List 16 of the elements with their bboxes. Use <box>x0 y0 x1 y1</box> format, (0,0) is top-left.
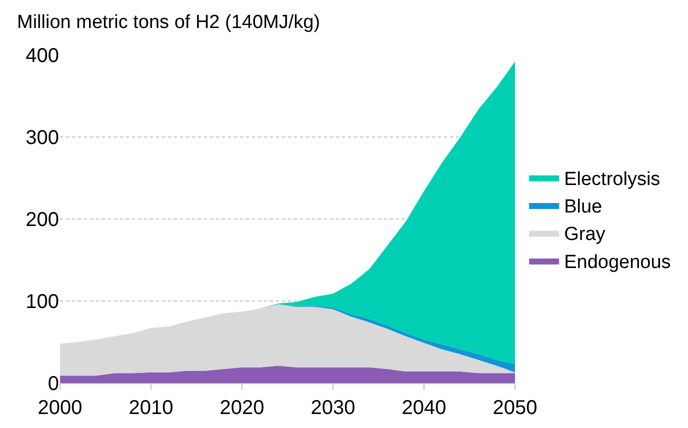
y-tick-label: 300 <box>26 127 59 149</box>
x-tick-label: 2050 <box>492 397 538 419</box>
y-tick-label: 200 <box>26 209 59 231</box>
y-tick-label: 400 <box>26 45 59 67</box>
y-tick-label: 100 <box>26 291 59 313</box>
legend-label: Blue <box>564 196 602 218</box>
x-tick-label: 2000 <box>38 397 82 419</box>
x-tick-label: 2040 <box>402 397 446 419</box>
y-axis-title: Million metric tons of H2 (140MJ/kg) <box>17 12 320 33</box>
legend-label: Endogenous <box>564 252 671 273</box>
y-tick-label: 0 <box>48 373 59 395</box>
x-tick-label: 2030 <box>310 397 356 419</box>
x-tick-label: 2020 <box>220 397 264 419</box>
legend-label: Gray <box>564 224 606 246</box>
x-tick-label: 2010 <box>128 397 174 419</box>
legend-label: Electrolysis <box>564 168 660 190</box>
